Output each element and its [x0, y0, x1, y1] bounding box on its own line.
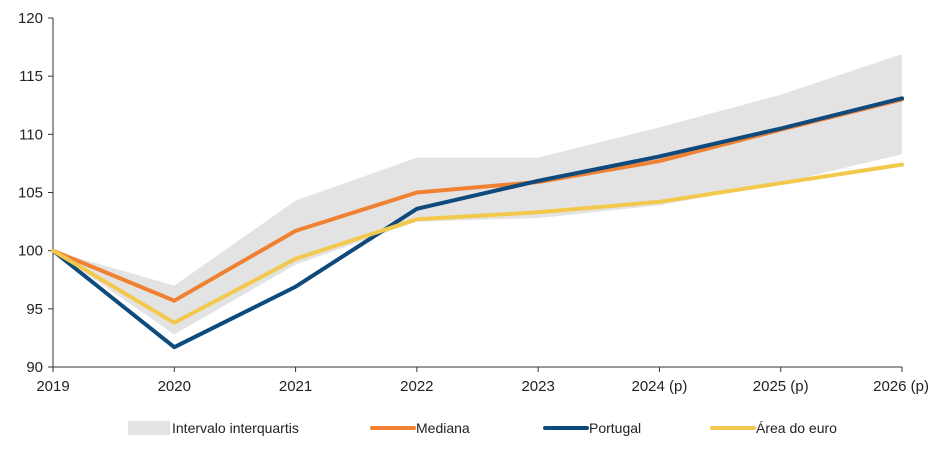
x-tick-label: 2019 — [36, 378, 69, 395]
x-tick-label: 2026 (p) — [873, 378, 929, 395]
y-tick-label: 90 — [26, 359, 43, 376]
x-tick-label: 2022 — [400, 378, 433, 395]
legend-label-2: Portugal — [589, 420, 641, 436]
legend-label-3: Área do euro — [756, 420, 837, 436]
legend-label-0: Intervalo interquartis — [172, 420, 299, 436]
legend-label-1: Mediana — [416, 420, 470, 436]
y-tick-label: 120 — [18, 10, 43, 27]
x-tick-label: 2020 — [158, 378, 191, 395]
y-tick-label: 100 — [18, 243, 43, 260]
x-tick-label: 2021 — [279, 378, 312, 395]
x-tick-label: 2023 — [521, 378, 554, 395]
y-tick-label: 105 — [18, 185, 43, 202]
x-tick-label: 2024 (p) — [631, 378, 687, 395]
y-tick-label: 110 — [19, 126, 43, 143]
x-tick-label: 2025 (p) — [753, 378, 809, 395]
series-line-2 — [51, 162, 904, 325]
series-line-1 — [51, 96, 904, 350]
y-tick-label: 95 — [26, 301, 43, 318]
y-tick-label: 115 — [19, 68, 43, 85]
legend-swatch-band — [128, 421, 170, 435]
